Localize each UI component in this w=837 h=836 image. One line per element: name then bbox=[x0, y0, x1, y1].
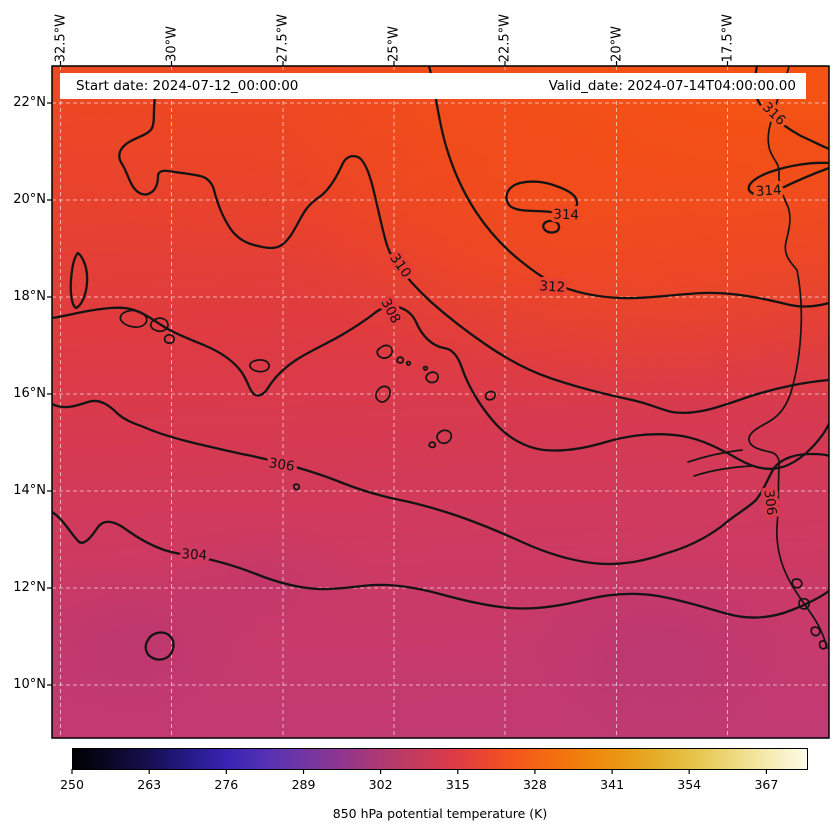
start-date-text: Start date: 2024-07-12_00:00:00 bbox=[76, 78, 299, 94]
contour-line-310 bbox=[118, 94, 829, 414]
contour-label-312: 312 bbox=[539, 278, 566, 296]
y-tick-20n: 20°N bbox=[13, 192, 46, 207]
contour-label-304: 304 bbox=[181, 546, 208, 564]
graticule-grid bbox=[52, 66, 829, 738]
colorbar-tick-276: 276 bbox=[214, 777, 239, 792]
contour-labels: 316 314 314 312 310 308 306 306 304 bbox=[177, 96, 792, 567]
colorbar-tick-367: 367 bbox=[754, 777, 779, 792]
contour-closed-circle-304 bbox=[144, 631, 175, 661]
contour-label-306-west: 306 bbox=[268, 455, 296, 475]
x-tick-17-5w: 17.5°W bbox=[720, 13, 735, 62]
colorbar-tick-289: 289 bbox=[291, 777, 316, 792]
map-border bbox=[51, 65, 830, 739]
coastline-west-africa bbox=[748, 66, 828, 649]
contour-line-312 bbox=[427, 66, 829, 308]
island-sao-vicente bbox=[149, 317, 169, 333]
x-tick-32-5w: 32.5°W bbox=[53, 13, 68, 62]
y-tick-10n: 10°N bbox=[13, 677, 46, 692]
colorbar-label: 850 hPa potential temperature (K) bbox=[332, 806, 548, 821]
island-bijagos-2 bbox=[798, 597, 811, 610]
y-tick-22n: 22°N bbox=[13, 95, 46, 110]
title-strip: Start date: 2024-07-12_00:00:00 Valid_da… bbox=[60, 73, 806, 99]
island-bijagos-3 bbox=[810, 626, 821, 637]
contour-label-314-coastal: 314 bbox=[755, 182, 782, 200]
x-tick-22-5w: 22.5°W bbox=[497, 13, 513, 62]
colorbar-tick-315: 315 bbox=[445, 777, 470, 792]
map-filled-field bbox=[52, 66, 829, 738]
island-santiago bbox=[375, 385, 391, 403]
island-bijagos-4 bbox=[818, 640, 828, 650]
y-tick-14n: 14°N bbox=[13, 483, 46, 498]
river-gambia bbox=[687, 449, 743, 463]
colorbar-tick-328: 328 bbox=[522, 777, 547, 792]
island-santa-luzia bbox=[163, 333, 175, 344]
island-brava bbox=[428, 441, 437, 449]
island-boa-vista bbox=[425, 371, 439, 384]
island-fogo bbox=[436, 429, 453, 444]
colorbar-gradient bbox=[72, 748, 808, 770]
y-tick-18n: 18°N bbox=[13, 289, 46, 304]
x-tick-30w: 30°W bbox=[164, 26, 179, 62]
island-maio bbox=[484, 390, 496, 401]
island-sao-nicolau bbox=[249, 359, 270, 373]
y-tick-12n: 12°N bbox=[13, 580, 46, 595]
island-sal bbox=[376, 344, 393, 359]
x-tick-25w: 25°W bbox=[386, 26, 402, 62]
island-bijagos-1 bbox=[791, 578, 803, 589]
colorbar-tick-263: 263 bbox=[137, 777, 162, 792]
contour-line-314-loop-small bbox=[542, 219, 561, 234]
contour-line-314-coastal bbox=[747, 161, 829, 196]
river-casamance bbox=[693, 465, 753, 477]
contour-line-314-loop bbox=[505, 180, 579, 214]
colorbar-tick-341: 341 bbox=[600, 777, 625, 792]
x-tick-20w: 20°W bbox=[609, 26, 624, 62]
island-santo-antao bbox=[119, 309, 148, 328]
y-tick-16n: 16°N bbox=[13, 386, 46, 401]
colorbar-tick-250: 250 bbox=[60, 777, 84, 792]
x-tick-27-5w: 27.5°W bbox=[275, 13, 291, 62]
islet-dot-3 bbox=[422, 365, 429, 371]
colorbar-tick-354: 354 bbox=[677, 777, 702, 792]
islet-dot-1 bbox=[396, 356, 405, 364]
contour-label-308: 308 bbox=[377, 296, 403, 326]
colorbar-tick-302: 302 bbox=[368, 777, 393, 792]
islet-dot-4 bbox=[293, 483, 301, 491]
contour-label-306-coastal: 306 bbox=[760, 489, 779, 517]
contour-line-308 bbox=[52, 305, 829, 471]
contour-closed-pod bbox=[69, 251, 89, 310]
islet-dot-2 bbox=[405, 360, 412, 366]
contour-label-314-loop: 314 bbox=[553, 207, 579, 224]
axis-tick-marks bbox=[47, 61, 729, 686]
contour-line-306 bbox=[52, 399, 829, 566]
contour-line-304 bbox=[52, 510, 829, 619]
valid-date-text: Valid_date: 2024-07-14T04:00:00.00 bbox=[548, 78, 796, 94]
